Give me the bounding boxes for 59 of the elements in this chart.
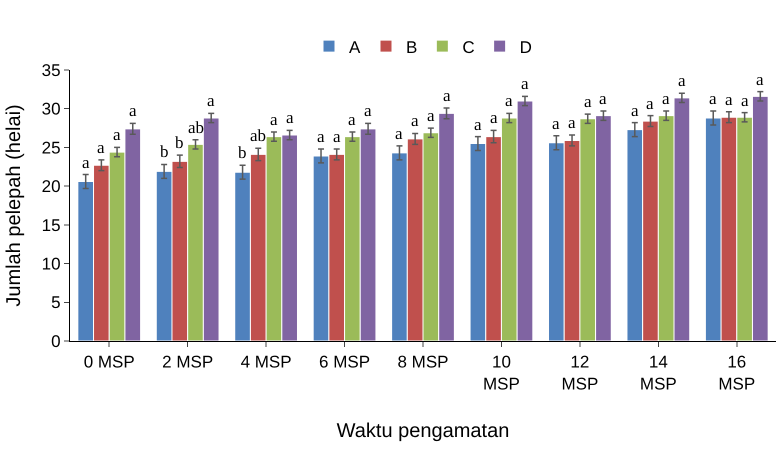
data-label: b bbox=[175, 133, 184, 152]
data-label: a bbox=[286, 108, 294, 127]
data-label: ab bbox=[188, 118, 204, 137]
data-label: ab bbox=[250, 126, 266, 145]
y-tick-label: 20 bbox=[42, 177, 61, 196]
x-tick-label: 4 MSP bbox=[240, 352, 292, 372]
x-tick-label: 12 MSP bbox=[561, 352, 598, 394]
legend-label: A bbox=[349, 38, 361, 57]
data-label: a bbox=[395, 124, 403, 143]
data-label: a bbox=[474, 115, 482, 134]
y-tick-label: 5 bbox=[51, 293, 61, 312]
data-label: a bbox=[552, 114, 560, 133]
data-label: a bbox=[646, 94, 654, 113]
data-label: b bbox=[160, 142, 168, 161]
data-label: a bbox=[443, 86, 451, 105]
x-tick-label: 6 MSP bbox=[319, 352, 370, 372]
data-label: a bbox=[317, 127, 325, 146]
data-label: a bbox=[505, 91, 513, 110]
data-label: a bbox=[631, 101, 639, 120]
data-label: a bbox=[364, 101, 372, 120]
data-label: a bbox=[113, 125, 121, 144]
legend-label: B bbox=[406, 38, 418, 57]
data-label: a bbox=[725, 90, 733, 109]
y-axis-title: Jumlah pelepah (helai) bbox=[3, 104, 25, 307]
y-tick-label: 15 bbox=[42, 216, 61, 235]
data-label: a bbox=[82, 153, 90, 172]
data-label: a bbox=[756, 70, 764, 89]
data-label: a bbox=[270, 110, 278, 129]
data-label: a bbox=[129, 101, 137, 120]
data-label: a bbox=[709, 89, 717, 108]
x-tick-label: 8 MSP bbox=[397, 352, 449, 372]
x-tick-label: 14 MSP bbox=[640, 352, 677, 394]
y-tick-label: 10 bbox=[42, 254, 61, 274]
x-tick-label: 2 MSP bbox=[162, 352, 214, 372]
data-label: a bbox=[599, 89, 607, 108]
data-label: a bbox=[741, 91, 749, 110]
data-label: a bbox=[662, 89, 670, 108]
data-label: a bbox=[521, 74, 529, 93]
data-label: a bbox=[427, 106, 435, 125]
data-label: a bbox=[348, 110, 356, 129]
y-tick-label: 0 bbox=[51, 332, 61, 351]
legend-label: D bbox=[520, 38, 532, 57]
data-label: b bbox=[238, 143, 246, 162]
data-label: a bbox=[333, 127, 341, 146]
data-label: a bbox=[568, 113, 576, 132]
legend-label: C bbox=[462, 38, 475, 57]
data-label: a bbox=[490, 108, 498, 127]
data-label: a bbox=[207, 91, 215, 110]
data-label: a bbox=[411, 111, 419, 130]
x-axis-title: Waktu pengamatan bbox=[336, 420, 510, 442]
x-tick-label: 10 MSP bbox=[483, 352, 520, 394]
y-tick-label: 25 bbox=[42, 138, 61, 158]
y-tick-label: 30 bbox=[42, 100, 61, 119]
y-tick-label: 35 bbox=[42, 60, 61, 80]
x-tick-label: 0 MSP bbox=[84, 352, 135, 372]
data-label: a bbox=[97, 138, 105, 157]
x-tick-label: 16 MSP bbox=[718, 352, 756, 394]
data-label: a bbox=[584, 92, 592, 111]
data-label: a bbox=[678, 71, 686, 90]
